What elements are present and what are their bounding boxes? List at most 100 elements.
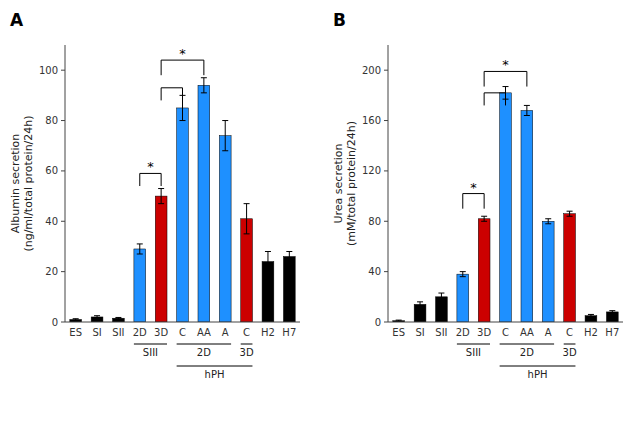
y-tick bbox=[61, 70, 65, 71]
error-cap bbox=[201, 92, 207, 93]
bar bbox=[457, 274, 469, 322]
error-bar bbox=[158, 189, 164, 204]
x-tick-label: A bbox=[222, 327, 229, 338]
y-tick-label: 80 bbox=[368, 216, 381, 227]
plot-area bbox=[70, 78, 295, 322]
y-axis-label: Urea secretion(mM/total protein/24h) bbox=[332, 121, 358, 246]
error-bar bbox=[115, 317, 121, 319]
x-tick-label: H7 bbox=[605, 327, 619, 338]
error-cap bbox=[588, 314, 594, 315]
error-bar bbox=[137, 244, 143, 254]
error-cap bbox=[73, 320, 79, 321]
bar bbox=[542, 221, 554, 322]
panel: B04080120160200Urea secretion(mM/total p… bbox=[332, 10, 624, 380]
bar bbox=[155, 196, 167, 322]
error-cap bbox=[244, 233, 250, 234]
error-stem bbox=[289, 251, 290, 261]
error-cap bbox=[73, 318, 79, 319]
group-line bbox=[177, 366, 253, 367]
error-cap bbox=[137, 243, 143, 244]
x-tick-label: 3D bbox=[154, 327, 168, 338]
bar bbox=[564, 214, 576, 322]
y-axis-label-line: (mM/total protein/24h) bbox=[345, 121, 358, 246]
significance-bracket bbox=[161, 88, 182, 101]
y-tick bbox=[384, 120, 388, 121]
error-bar bbox=[524, 105, 530, 115]
x-tick-label: H2 bbox=[261, 327, 275, 338]
bar bbox=[198, 85, 210, 322]
group-label: hPH bbox=[205, 369, 225, 380]
error-stem bbox=[569, 211, 570, 216]
error-stem bbox=[203, 78, 204, 93]
error-cap bbox=[222, 120, 228, 121]
error-bar bbox=[567, 211, 573, 216]
x-tick-label: A bbox=[545, 327, 552, 338]
significance-label: * bbox=[179, 46, 186, 61]
y-tick bbox=[384, 170, 388, 171]
bar bbox=[478, 219, 490, 322]
error-cap bbox=[244, 203, 250, 204]
chart-root: A020406080100Albumin secretion(ng/ml/tot… bbox=[0, 0, 638, 434]
x-tick-label: 3D bbox=[477, 327, 491, 338]
group-label: 3D bbox=[563, 347, 577, 358]
error-cap bbox=[567, 216, 573, 217]
error-cap bbox=[545, 223, 551, 224]
error-cap bbox=[524, 115, 530, 116]
error-stem bbox=[420, 302, 421, 307]
y-tick bbox=[384, 70, 388, 71]
error-cap bbox=[265, 251, 271, 252]
y-tick-label: 160 bbox=[362, 115, 381, 126]
x-tick-label: ES bbox=[392, 327, 405, 338]
y-tick-label: 0 bbox=[375, 317, 381, 328]
error-stem bbox=[462, 272, 463, 277]
error-cap bbox=[609, 310, 615, 311]
error-stem bbox=[225, 121, 226, 151]
y-axis-line bbox=[65, 45, 66, 322]
y-tick bbox=[61, 170, 65, 171]
bar bbox=[436, 297, 448, 322]
group-label: SIII bbox=[466, 347, 481, 358]
error-cap bbox=[265, 271, 271, 272]
error-bar bbox=[545, 219, 551, 224]
y-tick-label: 80 bbox=[45, 115, 58, 126]
x-axis-line bbox=[65, 322, 300, 323]
significance-bracket bbox=[463, 194, 484, 209]
bar bbox=[521, 110, 533, 322]
x-tick-label: 2D bbox=[133, 327, 147, 338]
error-cap bbox=[567, 211, 573, 212]
error-cap bbox=[417, 301, 423, 302]
bar bbox=[113, 318, 125, 322]
error-bar bbox=[609, 311, 615, 314]
error-cap bbox=[115, 317, 121, 318]
x-tick-label: C bbox=[179, 327, 186, 338]
group-line bbox=[564, 344, 576, 345]
group-label: hPH bbox=[528, 369, 548, 380]
significance-bracket bbox=[484, 71, 527, 86]
bar bbox=[177, 108, 189, 322]
bar bbox=[241, 219, 253, 322]
error-cap bbox=[158, 188, 164, 189]
error-cap bbox=[180, 120, 186, 121]
error-bar bbox=[94, 316, 100, 319]
error-cap bbox=[396, 320, 402, 321]
panel-label: A bbox=[10, 10, 24, 30]
y-tick-label: 40 bbox=[45, 216, 58, 227]
panel: A020406080100Albumin secretion(ng/ml/tot… bbox=[9, 10, 301, 380]
group-line bbox=[500, 344, 554, 345]
group-line bbox=[500, 366, 576, 367]
x-tick-label: SII bbox=[435, 327, 447, 338]
error-stem bbox=[139, 244, 140, 254]
y-tick-label: 20 bbox=[45, 266, 58, 277]
error-cap bbox=[503, 86, 509, 87]
group-label: SIII bbox=[143, 347, 158, 358]
plot-area bbox=[393, 87, 618, 322]
significance-label: * bbox=[470, 180, 477, 195]
error-stem bbox=[548, 219, 549, 224]
error-cap bbox=[438, 300, 444, 301]
error-cap bbox=[524, 105, 530, 106]
x-tick-label: C bbox=[243, 327, 250, 338]
y-tick bbox=[384, 221, 388, 222]
error-stem bbox=[267, 251, 268, 271]
error-stem bbox=[161, 189, 162, 204]
x-tick-label: H2 bbox=[584, 327, 598, 338]
